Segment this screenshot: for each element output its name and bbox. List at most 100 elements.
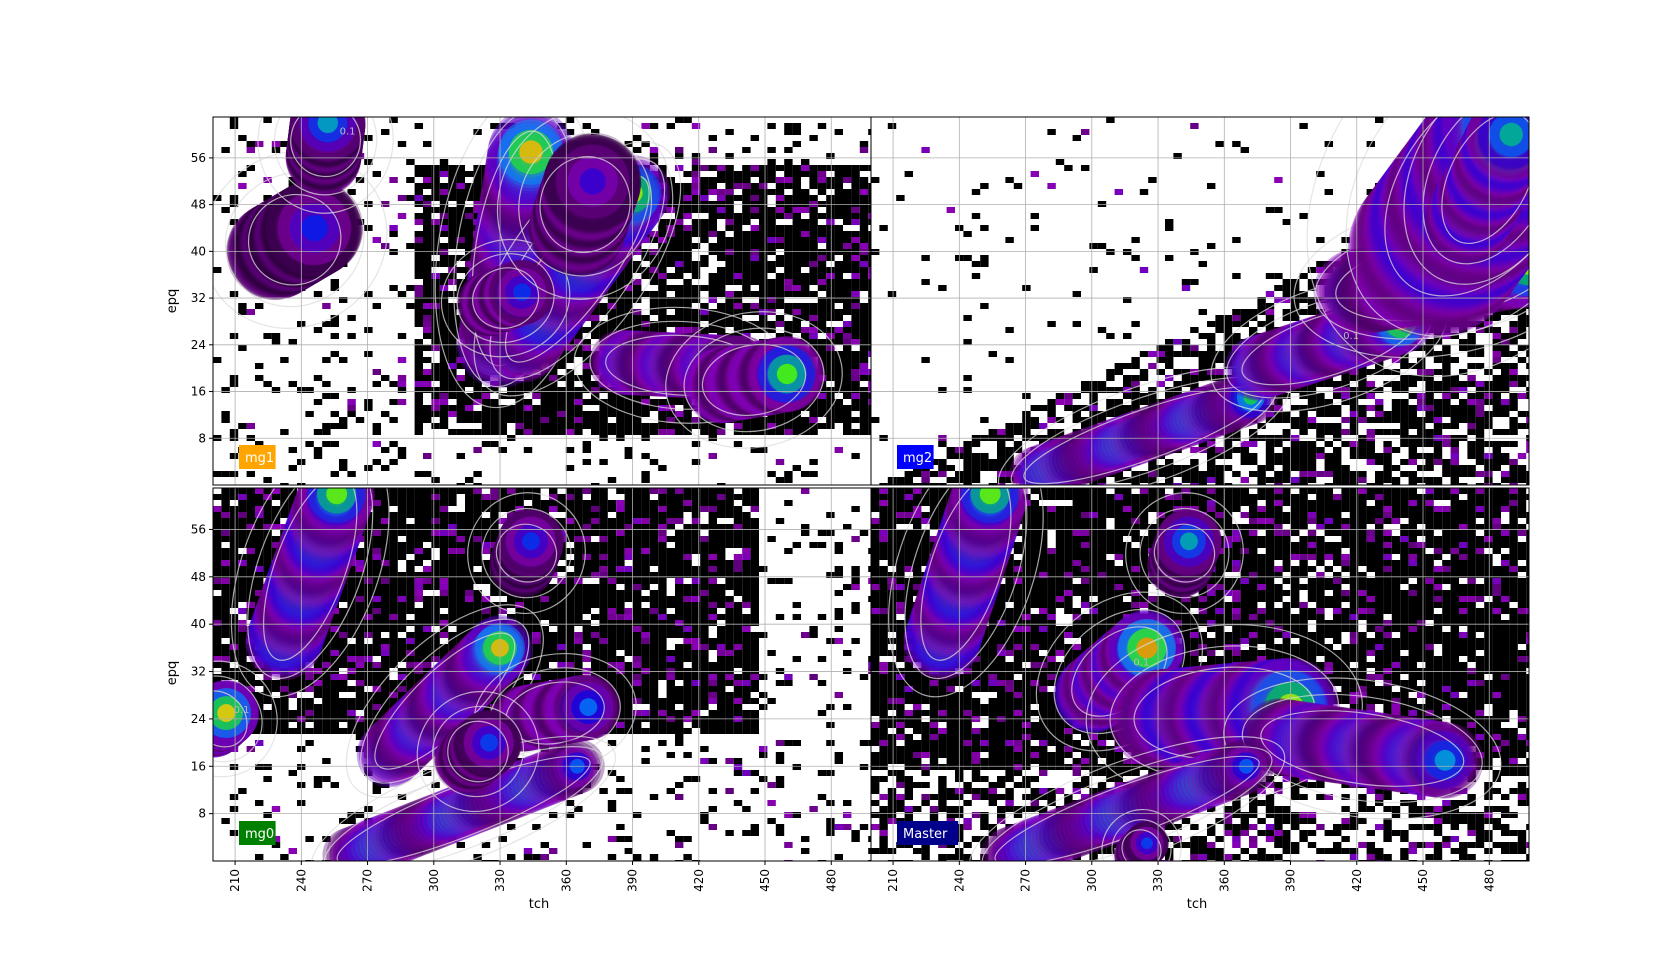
y-tick-label: 56 <box>191 522 206 536</box>
contour-line <box>1121 829 1162 861</box>
x-tick-label: 270 <box>1019 869 1033 892</box>
contour-line <box>473 141 682 397</box>
contour-line <box>456 253 555 344</box>
x-tick-label: 360 <box>559 869 573 892</box>
y-tick-label: 48 <box>191 198 206 212</box>
x-tick-label: 330 <box>493 869 507 892</box>
contour-line <box>1384 117 1529 297</box>
contour-line <box>1125 492 1244 615</box>
contour-line <box>539 156 631 254</box>
y-tick-label: 16 <box>191 759 206 773</box>
contour-line <box>213 675 263 763</box>
grid <box>871 488 1529 861</box>
heatmap-panel-mg1: 0.1 8 16 24 32 40 48 56 mg1 <box>191 116 872 486</box>
panel-label: mg2 <box>903 451 932 466</box>
contour-line <box>416 690 540 813</box>
x-tick-label: 210 <box>228 869 242 892</box>
x-tick-label: 240 <box>952 869 966 892</box>
contour-line <box>290 117 362 178</box>
contour-line <box>665 311 843 449</box>
y-tick-label: 32 <box>191 665 206 679</box>
contour-line <box>1241 304 1418 386</box>
x-tick-label: 270 <box>361 869 375 892</box>
heatmap-ridge <box>496 117 674 300</box>
contour-line <box>701 343 807 416</box>
panel-label: mg0 <box>245 827 274 842</box>
y-tick-label: 8 <box>198 431 206 445</box>
heatmap-ridge <box>1125 492 1244 615</box>
contour-line <box>1111 819 1172 861</box>
y-tick-label: 24 <box>191 712 206 726</box>
axes-frame <box>870 487 1530 862</box>
heatmap-ridge <box>416 690 540 813</box>
x-tick-label: 390 <box>626 869 640 892</box>
chart-panels: 0.1 8 16 24 32 40 48 56 mg1 0.1 mg2 0.1 8 16 24 32 40 48 5… <box>191 116 1530 892</box>
contour-line <box>336 755 591 861</box>
y-tick-label: 56 <box>191 151 206 165</box>
contour-line <box>440 238 571 358</box>
heatmap-area: 0.1 <box>871 488 1529 861</box>
x-tick-label: 450 <box>758 869 772 892</box>
x-tick-label: 420 <box>1350 869 1364 892</box>
panel-label-badge <box>239 821 276 845</box>
x-tick-label: 450 <box>1416 869 1430 892</box>
heatmap-panel-Master: 0.1 210 240 270 300 330 360 390 420 450 480 Master <box>870 487 1530 892</box>
heatmap-area: 0.1 <box>213 117 871 485</box>
contour-line <box>1085 623 1363 803</box>
x-tick-label: 330 <box>1151 869 1165 892</box>
x-tick-label: 360 <box>1217 869 1231 892</box>
x-tick-label: 300 <box>1085 869 1099 892</box>
contour-line <box>447 720 509 783</box>
grid <box>213 117 871 485</box>
contour-line <box>518 132 653 277</box>
x-tick-label: 480 <box>1482 869 1496 892</box>
contour-line <box>213 660 278 778</box>
heatmap-area: 0.1 <box>871 117 1529 485</box>
y-tick-label: 8 <box>198 807 206 821</box>
axes-frame <box>870 116 1530 486</box>
contour-label: 0.1 <box>1133 658 1149 669</box>
y-tick-label: 32 <box>191 291 206 305</box>
contour-line <box>1306 117 1529 378</box>
contour-line <box>247 488 374 680</box>
contour-line <box>247 193 342 286</box>
x-tick-label: 390 <box>1284 869 1298 892</box>
heatmap-ridge <box>1223 677 1502 820</box>
contour-line <box>1260 710 1465 787</box>
y-tick-label: 40 <box>191 617 206 631</box>
contour-line <box>888 488 1044 698</box>
contour-line <box>467 492 586 615</box>
contour-line <box>1023 386 1265 485</box>
contour-line <box>1241 693 1483 804</box>
contour-line <box>1139 507 1230 599</box>
heatmap-ridge <box>888 488 1044 698</box>
contour-line <box>213 690 248 748</box>
heatmap-panel-mg2: 0.1 mg2 <box>870 116 1530 486</box>
contour-line <box>273 117 378 196</box>
contour-line <box>1153 523 1216 583</box>
heatmap-ridge <box>257 117 394 214</box>
heatmap-ridge <box>230 488 390 698</box>
panel-label-badge <box>897 445 934 469</box>
y-tick-label: 40 <box>191 244 206 258</box>
heatmap-panel-mg0: 0.1 8 16 24 32 40 48 56 210 240 270 300 330 360 390 420… <box>191 487 872 892</box>
contour-line <box>505 681 605 745</box>
contour-line <box>495 523 558 583</box>
x-tick-label: 480 <box>824 869 838 892</box>
panel-label: Master <box>903 827 948 842</box>
contour-line <box>496 117 674 300</box>
contour-label: 0.1 <box>1343 331 1359 342</box>
y-tick-label: 48 <box>191 570 206 584</box>
contour-line <box>1010 376 1277 485</box>
x-tick-label: 420 <box>692 869 706 892</box>
panel-label-badge <box>239 445 276 469</box>
contour-line <box>1441 117 1529 245</box>
contour-line <box>230 488 390 698</box>
x-tick-label: 240 <box>294 869 308 892</box>
contour-line <box>489 158 666 380</box>
x-tick-label: 210 <box>886 869 900 892</box>
contour-line <box>431 705 525 798</box>
panel-label-badge <box>897 821 959 845</box>
contour-line <box>257 117 394 214</box>
